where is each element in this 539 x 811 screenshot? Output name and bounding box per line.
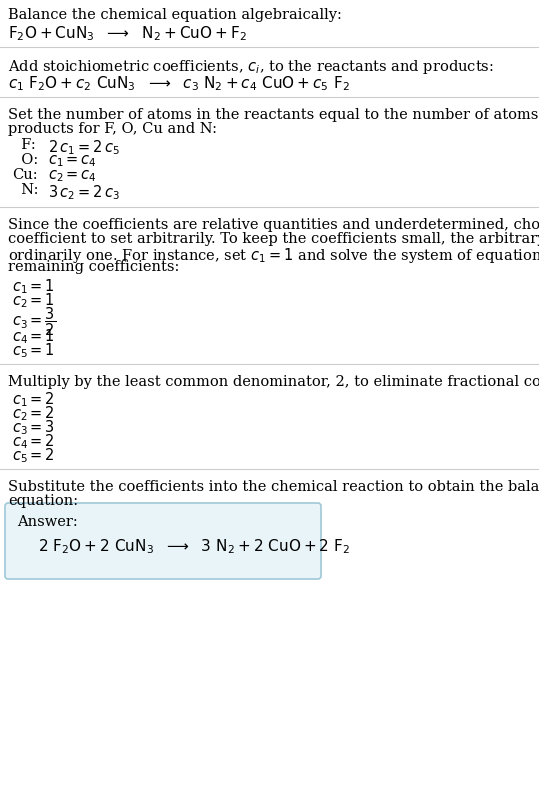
Text: Multiply by the least common denominator, 2, to eliminate fractional coefficient: Multiply by the least common denominator…: [8, 375, 539, 388]
Text: $c_4 = 1$: $c_4 = 1$: [12, 327, 55, 345]
Text: $c_2 = 2$: $c_2 = 2$: [12, 404, 55, 423]
Text: $c_1\ \mathrm{F_2O} + c_2\ \mathrm{CuN_3}\ \ \longrightarrow\ \ c_3\ \mathrm{N_2: $c_1\ \mathrm{F_2O} + c_2\ \mathrm{CuN_3…: [8, 74, 350, 92]
Text: F:: F:: [12, 138, 36, 152]
Text: $c_5 = 1$: $c_5 = 1$: [12, 341, 55, 359]
Text: $\mathrm{F_2O + CuN_3\ \ \longrightarrow\ \ N_2 + CuO + F_2}$: $\mathrm{F_2O + CuN_3\ \ \longrightarrow…: [8, 24, 247, 43]
Text: $2\ \mathrm{F_2O} + 2\ \mathrm{CuN_3}\ \ \longrightarrow\ \ 3\ \mathrm{N_2} + 2\: $2\ \mathrm{F_2O} + 2\ \mathrm{CuN_3}\ \…: [38, 536, 350, 555]
Text: $c_3 = \dfrac{3}{2}$: $c_3 = \dfrac{3}{2}$: [12, 305, 56, 337]
Text: Substitute the coefficients into the chemical reaction to obtain the balanced: Substitute the coefficients into the che…: [8, 479, 539, 493]
Text: $c_1 = 2$: $c_1 = 2$: [12, 389, 55, 408]
Text: $c_5 = 2$: $c_5 = 2$: [12, 445, 55, 464]
Text: $c_2 = 1$: $c_2 = 1$: [12, 290, 55, 309]
Text: $c_2 = c_4$: $c_2 = c_4$: [48, 168, 97, 183]
Text: products for F, O, Cu and N:: products for F, O, Cu and N:: [8, 122, 217, 135]
Text: $c_3 = 3$: $c_3 = 3$: [12, 418, 55, 436]
Text: Add stoichiometric coefficients, $c_i$, to the reactants and products:: Add stoichiometric coefficients, $c_i$, …: [8, 58, 494, 76]
Text: $c_4 = 2$: $c_4 = 2$: [12, 431, 55, 450]
Text: $2\,c_1 = 2\,c_5$: $2\,c_1 = 2\,c_5$: [48, 138, 120, 157]
Text: O:: O:: [12, 152, 38, 167]
Text: Since the coefficients are relative quantities and underdetermined, choose a: Since the coefficients are relative quan…: [8, 217, 539, 232]
Text: Cu:: Cu:: [12, 168, 38, 182]
Text: coefficient to set arbitrarily. To keep the coefficients small, the arbitrary va: coefficient to set arbitrarily. To keep …: [8, 232, 539, 246]
FancyBboxPatch shape: [5, 504, 321, 579]
Text: $3\,c_2 = 2\,c_3$: $3\,c_2 = 2\,c_3$: [48, 182, 120, 201]
Text: Answer:: Answer:: [17, 514, 78, 528]
Text: Set the number of atoms in the reactants equal to the number of atoms in the: Set the number of atoms in the reactants…: [8, 108, 539, 122]
Text: equation:: equation:: [8, 493, 78, 508]
Text: N:: N:: [12, 182, 38, 197]
Text: $c_1 = c_4$: $c_1 = c_4$: [48, 152, 97, 169]
Text: ordinarily one. For instance, set $c_1 = 1$ and solve the system of equations fo: ordinarily one. For instance, set $c_1 =…: [8, 246, 539, 264]
Text: Balance the chemical equation algebraically:: Balance the chemical equation algebraica…: [8, 8, 342, 22]
Text: $c_1 = 1$: $c_1 = 1$: [12, 277, 55, 295]
Text: remaining coefficients:: remaining coefficients:: [8, 260, 179, 273]
